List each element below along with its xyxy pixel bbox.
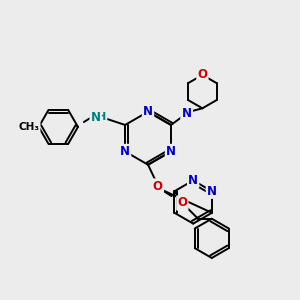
Text: N: N <box>182 107 192 120</box>
Text: H: H <box>97 112 106 122</box>
Text: N: N <box>143 105 153 118</box>
Text: O: O <box>153 180 163 193</box>
Text: N: N <box>120 145 130 158</box>
Text: CH₃: CH₃ <box>18 122 39 132</box>
Text: O: O <box>197 68 207 81</box>
Text: N: N <box>188 174 198 187</box>
Text: O: O <box>153 180 163 193</box>
Text: N: N <box>182 107 192 120</box>
Text: N: N <box>166 145 176 158</box>
Text: O: O <box>177 196 187 209</box>
Text: N: N <box>207 185 217 198</box>
Text: N: N <box>91 111 100 124</box>
